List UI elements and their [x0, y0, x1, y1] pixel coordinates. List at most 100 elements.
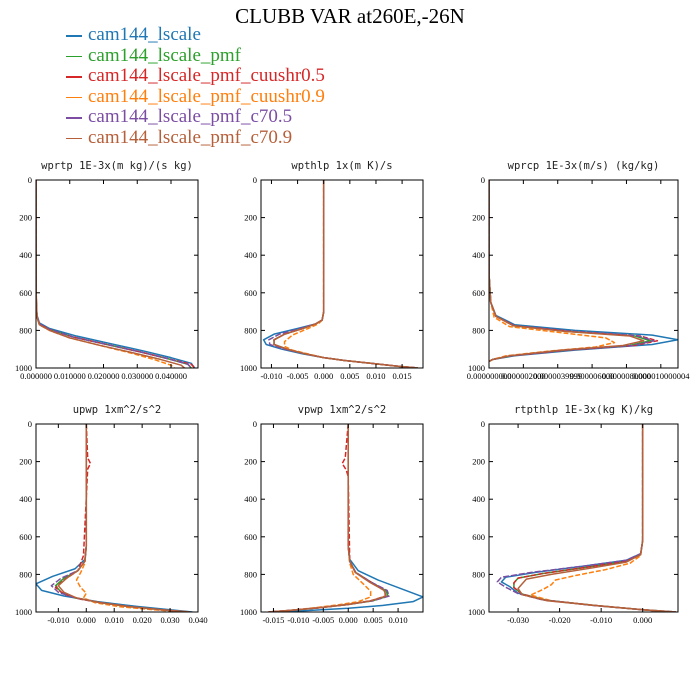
y-tick-label: 0: [253, 175, 257, 185]
x-tick-label: -0.030: [507, 615, 529, 625]
x-tick-label: 0.005: [340, 371, 359, 381]
y-tick-label: 0: [481, 419, 485, 429]
y-tick-label: 400: [472, 250, 485, 260]
series-line: [273, 180, 418, 368]
x-tick-label: 0.010: [366, 371, 385, 381]
x-tick-label: 0.010: [105, 615, 124, 625]
subplot: wpthlp 1x(m K)/s 0 200 400 600 800 1000-0.010-…: [240, 160, 424, 381]
series-line: [268, 424, 372, 612]
series-line: [517, 424, 676, 612]
y-tick-label: 600: [244, 288, 257, 298]
y-tick-label: 1000: [240, 607, 257, 617]
y-tick-label: 600: [19, 288, 32, 298]
series-line: [75, 424, 187, 612]
x-tick-label: 0.0000080000: [602, 371, 651, 381]
y-tick-label: 600: [472, 532, 485, 542]
y-tick-label: 200: [244, 213, 257, 223]
x-tick-label: 0.020000: [88, 371, 120, 381]
series-line: [50, 424, 190, 612]
series-line: [268, 424, 387, 612]
subplot-title: wprcp 1E-3x(m/s) (kg/kg): [508, 160, 660, 172]
subplot: wprcp 1E-3x(m/s) (kg/kg) 0 200 400 600 800 100…: [467, 160, 691, 381]
y-tick-label: 800: [19, 325, 32, 335]
series-line: [268, 424, 387, 612]
series-line: [36, 180, 196, 368]
plot-frame: [488, 423, 679, 613]
y-tick-label: 800: [19, 569, 32, 579]
x-tick-label: 0.040000: [155, 371, 187, 381]
x-tick-label: 0.010: [389, 615, 408, 625]
series-line: [57, 424, 190, 612]
y-tick-label: 400: [472, 494, 485, 504]
series-line: [36, 180, 192, 368]
series-line: [36, 180, 185, 368]
legend-swatch: [66, 96, 82, 99]
series-line: [489, 180, 645, 363]
x-tick-label: 0.0000039999: [533, 371, 582, 381]
x-tick-label: 0.000: [339, 615, 358, 625]
plot-frame: [260, 423, 424, 613]
y-tick-label: 0: [28, 419, 32, 429]
y-tick-label: 600: [472, 288, 485, 298]
series-line: [54, 424, 190, 612]
x-tick-label: 0.000: [633, 615, 652, 625]
y-tick-label: 600: [244, 532, 257, 542]
series-group: [496, 424, 676, 612]
series-line: [500, 424, 676, 612]
x-tick-label: -0.010: [47, 615, 69, 625]
legend-label: cam144_lscale_pmf: [88, 44, 242, 66]
y-tick-label: 200: [19, 457, 32, 467]
subplot: wprtp 1E-3x(m kg)/(s kg) 0 200 400 600 800 100…: [15, 160, 199, 381]
x-tick-label: 0.015: [393, 371, 412, 381]
series-line: [54, 424, 190, 612]
x-tick-label: 0.000: [77, 615, 96, 625]
y-tick-label: 0: [28, 175, 32, 185]
legend-swatch: [66, 55, 82, 58]
y-tick-label: 1000: [15, 607, 32, 617]
x-tick-label: 0.000010000004: [632, 371, 690, 381]
x-tick-label: 0.000: [314, 371, 333, 381]
y-tick-label: 1000: [468, 363, 485, 373]
y-tick-label: 1000: [15, 363, 32, 373]
subplot-title: rtpthlp 1E-3x(kg K)/kg: [514, 404, 653, 416]
x-tick-label: 0.020: [133, 615, 152, 625]
y-tick-label: 200: [19, 213, 32, 223]
legend-swatch: [66, 76, 82, 78]
plot-frame: [35, 179, 199, 369]
series-line: [268, 424, 389, 612]
figure-title: CLUBB VAR at260E,-26N: [235, 4, 465, 28]
y-tick-label: 800: [472, 325, 485, 335]
y-tick-label: 800: [244, 325, 257, 335]
x-tick-label: 0.030000: [121, 371, 153, 381]
legend-label: cam144_lscale: [88, 24, 201, 45]
x-tick-label: 0.000000000: [467, 371, 512, 381]
y-tick-label: 600: [19, 532, 32, 542]
x-tick-label: -0.010: [590, 615, 612, 625]
subplot-title: wprtp 1E-3x(m kg)/(s kg): [41, 160, 193, 172]
series-group: [262, 180, 418, 368]
x-tick-label: 0.000006000: [570, 371, 615, 381]
x-tick-label: -0.005: [287, 371, 309, 381]
y-tick-label: 0: [253, 419, 257, 429]
series-line: [496, 424, 676, 612]
y-tick-label: 200: [472, 213, 485, 223]
x-tick-label: -0.010: [260, 371, 282, 381]
x-tick-label: 0.040: [188, 615, 207, 625]
y-tick-label: 400: [244, 494, 257, 504]
series-line: [513, 424, 676, 612]
x-tick-label: 0.030: [161, 615, 180, 625]
y-tick-label: 200: [472, 457, 485, 467]
subplot: rtpthlp 1E-3x(kg K)/kg 0 200 400 600 800 1000 -…: [468, 404, 679, 625]
series-group: [36, 424, 193, 612]
x-tick-label: -0.020: [549, 615, 571, 625]
y-tick-label: 400: [244, 250, 257, 260]
plot-frame: [260, 179, 424, 369]
series-line: [513, 424, 676, 612]
legend-label: cam144_lscale_pmf_cuushr0.9: [88, 85, 325, 107]
y-tick-label: 400: [19, 250, 32, 260]
legend-swatch: [66, 137, 82, 140]
x-tick-label: -0.005: [312, 615, 334, 625]
x-tick-label: -0.010: [287, 615, 309, 625]
